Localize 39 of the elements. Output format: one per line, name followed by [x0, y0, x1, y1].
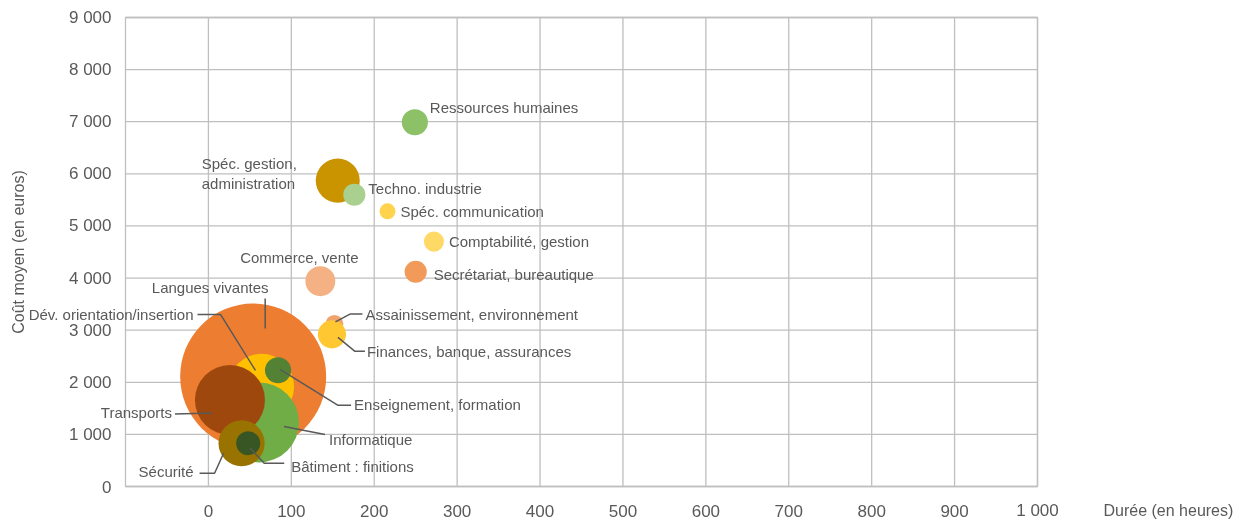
series-label: Finances, banque, assurances	[366, 342, 572, 360]
series-label: Spéc. communication	[400, 202, 544, 220]
series-label: Transports	[100, 404, 172, 422]
y-tick-label: 2 000	[68, 372, 112, 392]
y-tick-label: 7 000	[68, 112, 112, 132]
x-tick-label: 0	[203, 501, 214, 520]
y-tick-label: 5 000	[68, 216, 112, 236]
y-tick-label: 0	[102, 477, 112, 497]
text: Enseignement, formation	[354, 395, 521, 413]
series-label: Commerce, vente	[240, 248, 359, 266]
x-tick-label: 600	[691, 501, 721, 520]
y-tick-label: 4 000	[68, 268, 112, 288]
x-tick-label: 700	[774, 501, 803, 520]
series-label: Langues vivantes	[151, 279, 269, 297]
x-tick-label: 1 000	[1016, 501, 1059, 520]
series-label: Techno. industrie	[368, 180, 482, 198]
series-label: Spéc. gestion, administration	[201, 154, 297, 193]
series-label: Assainissement, environnement	[365, 306, 579, 324]
x-tick-label: 400	[525, 501, 555, 520]
text: Bâtiment : finitions	[291, 457, 414, 475]
x-tick-label: 300	[442, 501, 472, 520]
x-tick-label: 900	[940, 501, 969, 520]
series-label: Sécurité	[138, 462, 194, 480]
text: Informatique	[328, 430, 413, 448]
y-tick-label: 1 000	[68, 424, 112, 444]
x-tick-label: 500	[608, 501, 638, 520]
series-label: Secrétariat, bureautique	[433, 266, 594, 284]
y-tick-label: 8 000	[68, 60, 112, 80]
y-tick-label: 3 000	[68, 320, 112, 340]
y-tick-label: 6 000	[68, 164, 112, 184]
x-tick-label: 100	[277, 501, 306, 520]
x-tick-label: 200	[360, 501, 389, 520]
text: Dév. orientation/insertion	[28, 305, 194, 323]
series-label: Comptabilité, gestion	[448, 233, 589, 251]
x-axis-title: Durée (en heures)	[1103, 502, 1234, 519]
x-tick-label: 800	[857, 501, 886, 520]
y-tick-label: 9 000	[68, 8, 112, 27]
y-axis-title: Coût moyen (en euros)	[10, 170, 27, 334]
series-label: Ressources humaines	[429, 98, 579, 116]
